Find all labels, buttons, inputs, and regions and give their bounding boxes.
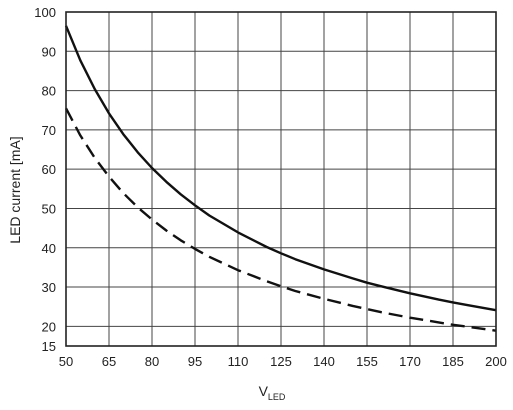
- plot-frame: [65, 11, 497, 347]
- y-axis-label: LED current [mA]: [7, 136, 23, 243]
- x-axis-label-subscript: LED: [268, 392, 286, 402]
- x-tick-label-7: 155: [356, 354, 378, 369]
- x-tick-label-10: 200: [485, 354, 507, 369]
- y-tick-labels: 15 20 30 40 50 60 70 80 90 100: [34, 5, 56, 354]
- y-tick-label-0: 15: [42, 339, 56, 354]
- y-tick-label-6: 70: [42, 123, 56, 138]
- x-axis-label: VLED: [259, 383, 286, 402]
- y-tick-label-8: 90: [42, 44, 56, 59]
- x-tick-label-4: 110: [228, 354, 249, 369]
- x-axis-label-main: V: [259, 383, 269, 399]
- x-tick-label-2: 80: [145, 354, 159, 369]
- x-tick-label-3: 95: [188, 354, 202, 369]
- x-tick-label-9: 185: [442, 354, 464, 369]
- y-tick-label-4: 50: [42, 201, 56, 216]
- y-tick-label-3: 40: [42, 241, 56, 256]
- x-tick-label-6: 140: [313, 354, 335, 369]
- x-tick-label-5: 125: [270, 354, 292, 369]
- series-lines: [64, 25, 497, 332]
- grid-lines: [65, 11, 497, 347]
- series-line-dashed: [64, 107, 497, 332]
- y-tick-label-1: 20: [42, 319, 56, 334]
- y-tick-label-7: 80: [42, 84, 56, 99]
- x-tick-labels: 50 65 80 95 110 125 140 155 170 185 200: [59, 354, 507, 369]
- x-tick-label-0: 50: [59, 354, 73, 369]
- x-tick-label-8: 170: [399, 354, 421, 369]
- x-tick-label-1: 65: [102, 354, 116, 369]
- y-tick-label-2: 30: [42, 280, 56, 295]
- series-line-solid: [64, 25, 497, 312]
- y-tick-label-9: 100: [34, 5, 56, 20]
- y-tick-label-5: 60: [42, 162, 56, 177]
